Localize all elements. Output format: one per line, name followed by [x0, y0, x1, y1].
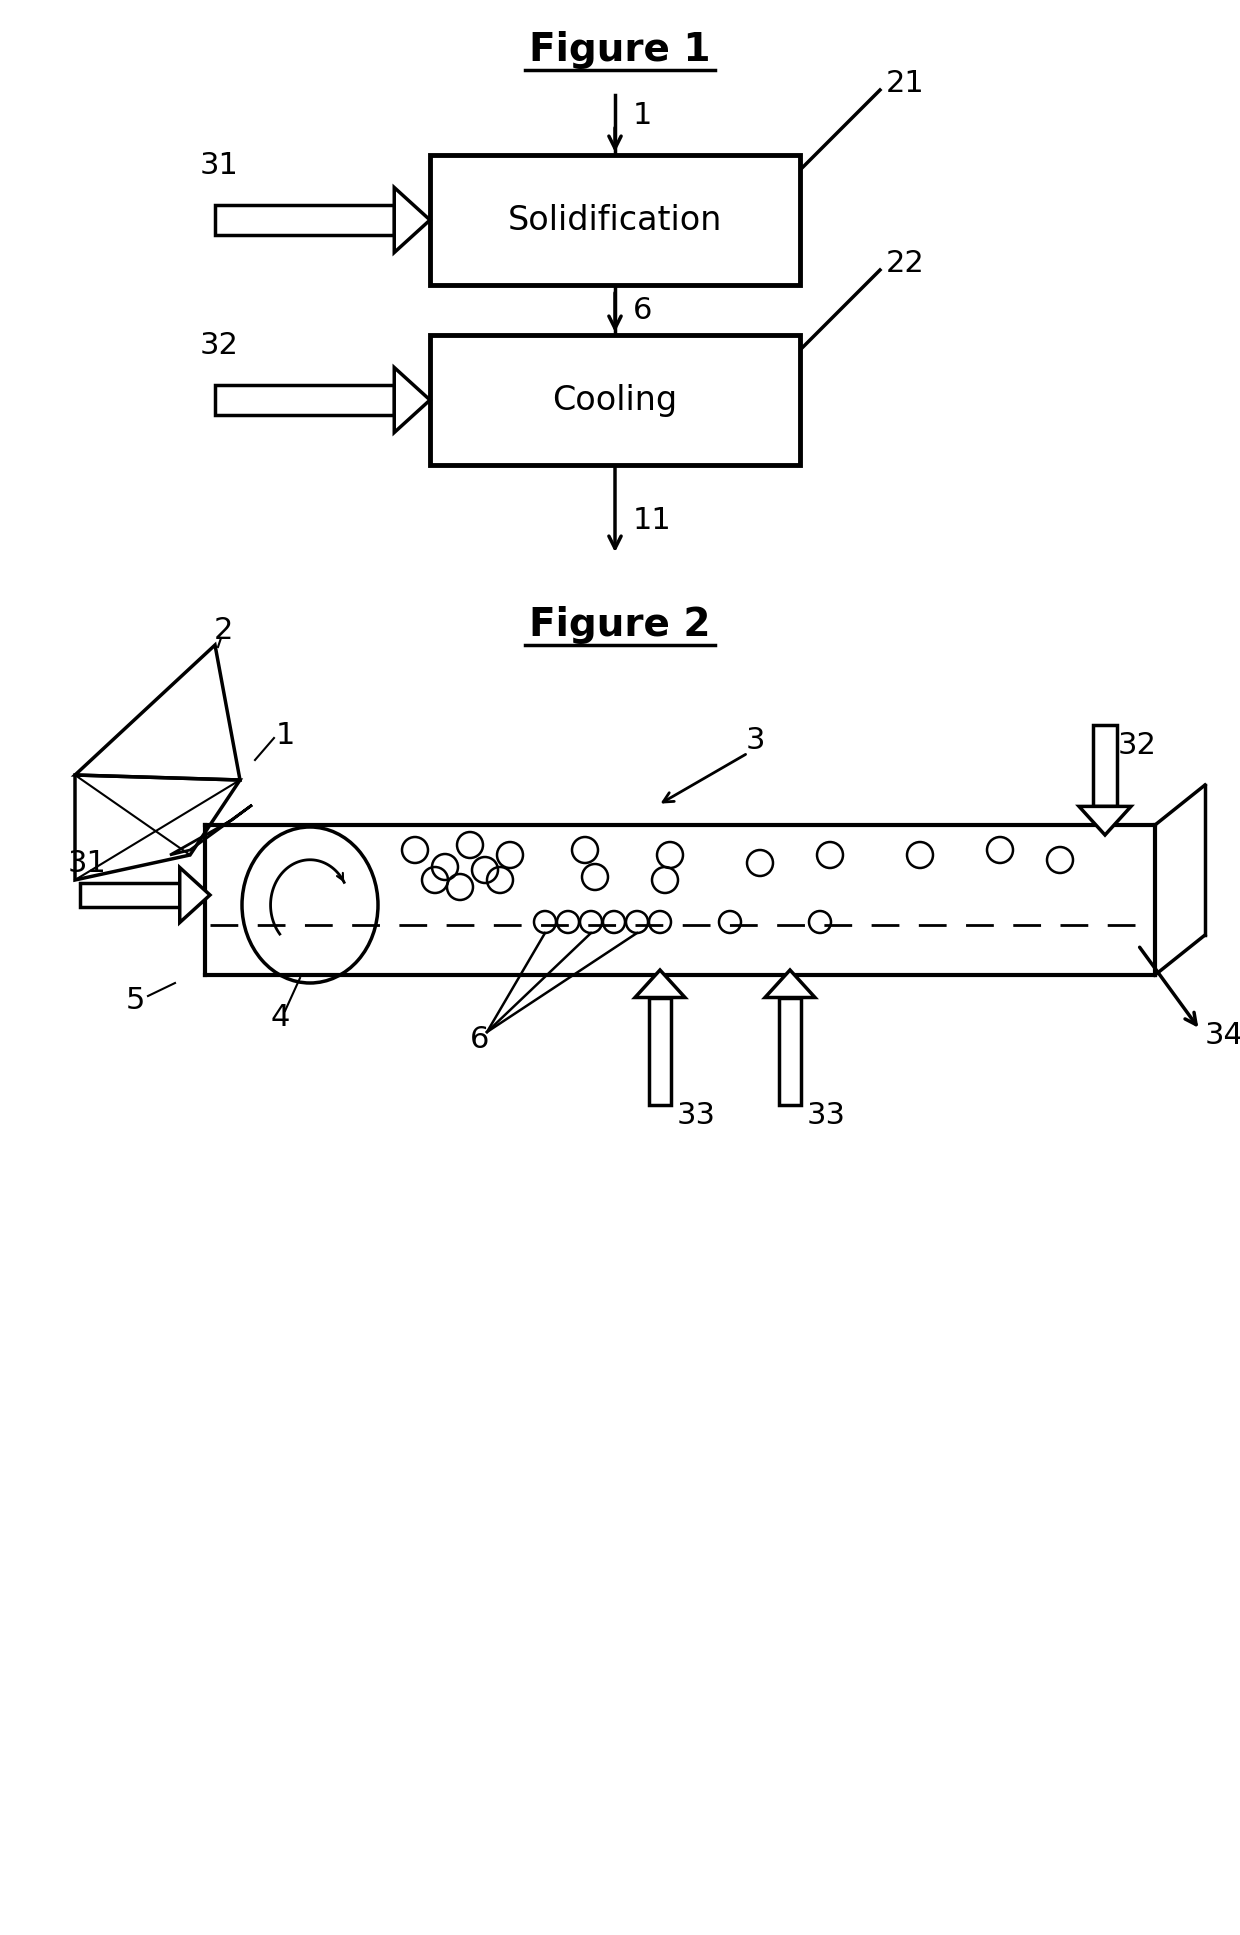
- Text: 31: 31: [68, 849, 107, 877]
- Bar: [779, 998, 801, 1105]
- Bar: [649, 998, 671, 1105]
- Polygon shape: [394, 188, 430, 252]
- Text: 2: 2: [213, 615, 233, 644]
- Text: 6: 6: [632, 296, 652, 325]
- Text: 31: 31: [200, 151, 239, 180]
- Text: 22: 22: [887, 248, 925, 277]
- Bar: [215, 205, 394, 234]
- Text: 33: 33: [677, 1101, 715, 1130]
- Polygon shape: [394, 368, 430, 433]
- Text: 3: 3: [745, 726, 765, 755]
- Bar: [430, 335, 800, 464]
- Text: Cooling: Cooling: [553, 383, 677, 416]
- Text: Figure 2: Figure 2: [529, 606, 711, 644]
- Text: Figure 1: Figure 1: [529, 31, 711, 70]
- Text: 1: 1: [275, 720, 295, 749]
- Bar: [215, 385, 394, 414]
- Text: 32: 32: [200, 331, 239, 360]
- Text: 11: 11: [632, 505, 672, 534]
- Polygon shape: [765, 969, 815, 998]
- Text: 6: 6: [470, 1026, 490, 1055]
- Text: 5: 5: [125, 985, 145, 1014]
- Text: 33: 33: [807, 1101, 846, 1130]
- Polygon shape: [1079, 807, 1131, 836]
- Text: 32: 32: [1118, 731, 1157, 760]
- Polygon shape: [180, 867, 210, 923]
- Bar: [1094, 726, 1117, 807]
- Text: Solidification: Solidification: [508, 203, 722, 236]
- Polygon shape: [635, 969, 684, 998]
- Text: 34: 34: [1205, 1020, 1240, 1049]
- Bar: [81, 882, 180, 908]
- Text: 1: 1: [632, 101, 652, 130]
- Text: 21: 21: [887, 68, 925, 97]
- Text: 4: 4: [270, 1004, 290, 1033]
- Bar: [430, 155, 800, 284]
